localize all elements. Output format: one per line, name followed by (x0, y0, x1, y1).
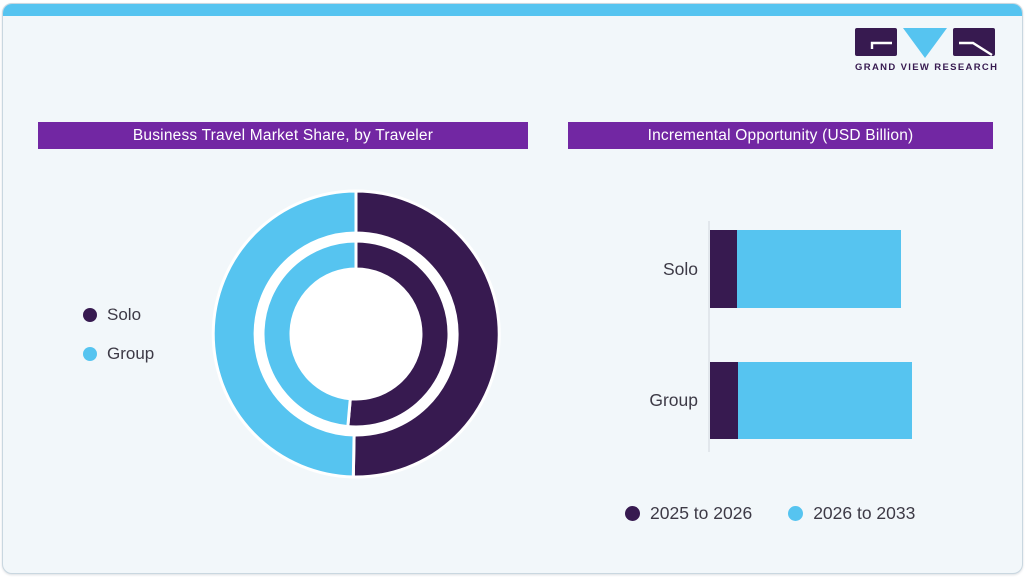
bar-solo (710, 230, 901, 308)
bar-row-solo: Solo (603, 230, 901, 308)
bar-legend: 2025 to 2026 2026 to 2033 (625, 503, 915, 524)
series2-legend-label: 2026 to 2033 (813, 503, 916, 523)
series1-legend-label: 2025 to 2026 (650, 503, 753, 523)
bar-label-solo: Solo (662, 258, 698, 279)
bar-segment-solo-2026-to-2033 (737, 230, 901, 308)
group-legend-label: Group (107, 344, 155, 363)
solo-legend-label: Solo (107, 305, 142, 324)
donut-legend: Solo Group (83, 305, 154, 364)
inner-ring-solo-segment (346, 239, 451, 429)
logo-v-triangle (903, 28, 947, 58)
card-top-strip (3, 4, 1022, 16)
bar-segment-group-2025-to-2026 (710, 362, 738, 439)
bar-label-group: Group (649, 390, 698, 410)
outer-ring-group-segment (211, 189, 358, 479)
outer-ring-solo-segment (351, 189, 501, 479)
gvr-logo-text: GRAND VIEW RESEARCH (855, 62, 999, 73)
inner-ring-group-segment (261, 239, 358, 429)
solo-legend-dot (83, 308, 97, 322)
gvr-logo-mark (855, 28, 995, 58)
bar-group (710, 362, 912, 439)
right-chart-title: Incremental Opportunity (USD Billion) (568, 122, 993, 149)
group-legend-dot (83, 347, 97, 361)
series1-legend-dot (625, 506, 640, 521)
bar-segment-group-2026-to-2033 (738, 362, 912, 439)
legend-item-group: Group (83, 344, 154, 364)
bar-row-group: Group (603, 362, 912, 439)
gvr-logo: GRAND VIEW RESEARCH (855, 28, 999, 73)
donut-chart (208, 186, 504, 482)
left-chart-title: Business Travel Market Share, by Travele… (38, 122, 528, 149)
series2-legend-dot (788, 506, 804, 521)
y-axis-line (708, 221, 710, 452)
legend-item-2026-2033: 2026 to 2033 (788, 503, 915, 524)
legend-item-solo: Solo (83, 305, 154, 325)
legend-item-2025-2026: 2025 to 2026 (625, 503, 752, 524)
chart-card: GRAND VIEW RESEARCH Business Travel Mark… (2, 3, 1023, 574)
bar-segment-solo-2025-to-2026 (710, 230, 737, 308)
